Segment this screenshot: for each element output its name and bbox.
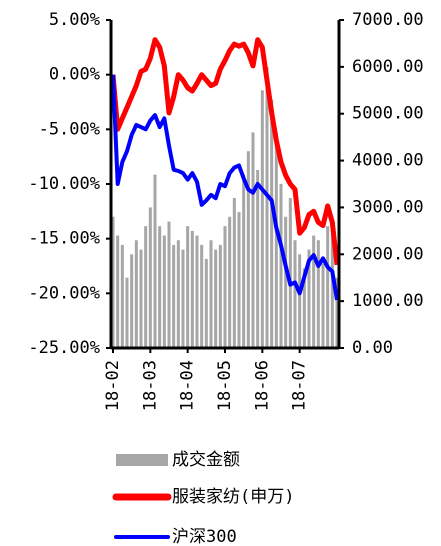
bar <box>148 207 152 348</box>
bar <box>274 132 278 348</box>
bar <box>144 226 148 348</box>
bar <box>246 151 250 348</box>
legend-label: 成交金额 <box>172 450 240 470</box>
y2-tick-label: 0.00 <box>352 338 393 358</box>
bar <box>302 268 306 348</box>
y-tick-label: -20.00% <box>28 283 100 303</box>
bar <box>284 216 288 348</box>
bar <box>223 226 227 348</box>
legend-swatch <box>116 454 168 466</box>
bar <box>279 184 283 348</box>
bar <box>288 198 292 348</box>
x-tick-label: 18-05 <box>215 360 235 411</box>
bar <box>326 226 330 348</box>
bar <box>186 226 190 348</box>
y2-tick-label: 4000.00 <box>352 151 424 171</box>
legend-label: 沪深300 <box>172 527 237 546</box>
y2-tick-label: 2000.00 <box>352 244 424 264</box>
bar <box>270 99 274 349</box>
y2-tick-label: 6000.00 <box>352 57 424 77</box>
bar <box>153 174 157 348</box>
bar <box>214 249 218 348</box>
x-tick-label: 18-02 <box>103 360 123 411</box>
y-tick-label: 5.00% <box>49 10 100 30</box>
line-series <box>110 37 340 266</box>
bar <box>312 235 316 348</box>
bar <box>321 263 325 348</box>
line-series <box>111 74 339 301</box>
bar <box>218 244 222 348</box>
y2-tick-label: 1000.00 <box>352 291 424 311</box>
x-tick-label: 18-06 <box>252 360 272 411</box>
y2-tick-label: 7000.00 <box>352 10 424 30</box>
bar <box>307 249 311 348</box>
bar <box>134 240 138 348</box>
bar <box>293 240 297 348</box>
bar <box>209 240 213 348</box>
bar <box>204 258 208 348</box>
bar <box>116 235 120 348</box>
bar <box>111 216 115 348</box>
bar <box>237 212 241 348</box>
bar <box>251 132 255 348</box>
bar <box>228 216 232 348</box>
bar <box>260 90 264 349</box>
x-tick-label: 18-07 <box>290 360 310 411</box>
bar <box>265 66 269 348</box>
y-tick-label: -5.00% <box>39 119 100 139</box>
bar <box>167 221 171 348</box>
bar <box>125 277 129 348</box>
bar <box>120 244 124 348</box>
bar <box>298 254 302 348</box>
x-tick-label: 18-03 <box>140 360 160 411</box>
y2-tick-label: 5000.00 <box>352 104 424 124</box>
y-tick-label: -25.00% <box>28 338 100 358</box>
bar <box>176 240 180 348</box>
bar <box>200 244 204 348</box>
y-tick-label: -15.00% <box>28 229 100 249</box>
bar <box>316 240 320 348</box>
bar <box>242 174 246 348</box>
bar <box>139 249 143 348</box>
bar <box>195 235 199 348</box>
y-tick-label: 0.00% <box>49 65 100 85</box>
y2-tick-label: 3000.00 <box>352 197 424 217</box>
y-tick-label: -10.00% <box>28 174 100 194</box>
bar <box>232 198 236 348</box>
bar <box>162 235 166 348</box>
bar <box>158 226 162 348</box>
bar <box>181 249 185 348</box>
bar <box>190 230 194 348</box>
bar <box>256 169 260 348</box>
bar <box>130 254 134 348</box>
x-tick-label: 18-04 <box>178 360 198 411</box>
bar <box>330 230 334 348</box>
bar <box>335 277 339 348</box>
legend-label: 服装家纺(申万) <box>172 487 294 507</box>
bar <box>172 244 176 348</box>
